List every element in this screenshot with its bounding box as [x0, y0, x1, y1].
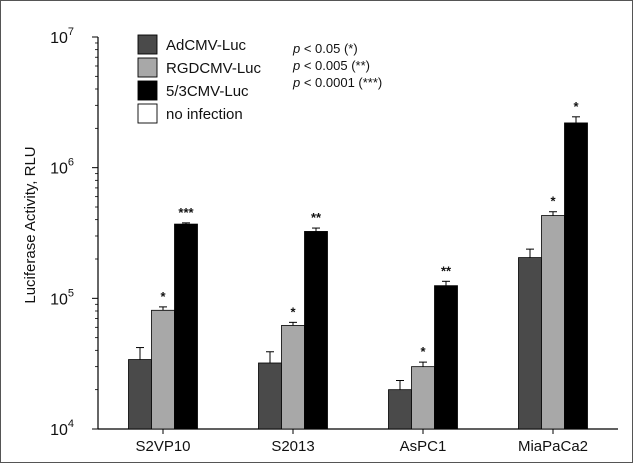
- legend-swatch: [137, 34, 158, 55]
- y-tick-label: 104: [50, 418, 74, 439]
- chart-legend: AdCMV-Luc RGDCMV-Luc 5/3CMV-Luc no infectio…: [137, 34, 262, 124]
- bar-rgdcmv-luc: [411, 366, 435, 430]
- p-threshold: < 0.0001 (***): [300, 75, 382, 90]
- significance-star: *: [550, 194, 556, 209]
- p-threshold: < 0.05 (*): [300, 41, 357, 56]
- chart-bars: ************: [128, 99, 588, 430]
- p-symbol: p: [292, 75, 300, 90]
- y-tick-exponent: 4: [68, 418, 74, 430]
- category-label: AsPC1: [400, 438, 447, 455]
- significance-legend: p < 0.05 (*)p < 0.005 (**)p < 0.0001 (**…: [292, 41, 382, 90]
- legend-label: no infection: [166, 106, 243, 123]
- y-tick-label: 105: [50, 287, 74, 308]
- y-tick-exponent: 5: [68, 287, 74, 299]
- bar-5-3cmv-luc: [434, 285, 458, 430]
- category-label: S2013: [271, 438, 314, 455]
- y-axis-label: Luciferase Activity, RLU: [22, 146, 39, 303]
- significance-star: **: [441, 263, 452, 278]
- bar-rgdcmv-luc: [541, 215, 565, 430]
- category-label: S2VP10: [135, 438, 190, 455]
- category-labels: S2VP10 S2013 AsPC1 MiaPaCa2: [135, 438, 588, 455]
- legend-label: RGDCMV-Luc: [166, 60, 262, 77]
- category-label: MiaPaCa2: [518, 438, 588, 455]
- bar-rgdcmv-luc: [281, 325, 305, 430]
- y-tick-base: 10: [50, 291, 68, 308]
- significance-note: p < 0.0001 (***): [292, 75, 382, 90]
- p-symbol: p: [292, 58, 300, 73]
- y-tick-base: 10: [50, 30, 68, 47]
- bar-rgdcmv-luc: [151, 309, 175, 430]
- legend-swatch: [137, 103, 158, 124]
- y-tick-base: 10: [50, 161, 68, 178]
- bar-adcmv-luc: [258, 362, 282, 430]
- significance-star: *: [290, 304, 296, 319]
- significance-note: p < 0.05 (*): [292, 41, 358, 56]
- significance-star: **: [311, 210, 322, 225]
- significance-star: ***: [178, 205, 194, 220]
- p-symbol: p: [292, 41, 300, 56]
- bar-5-3cmv-luc: [564, 122, 588, 430]
- significance-star: *: [573, 99, 579, 114]
- legend-swatch: [137, 80, 158, 101]
- y-tick-label: 106: [50, 157, 74, 178]
- legend-swatch: [137, 57, 158, 78]
- bar-5-3cmv-luc: [304, 231, 328, 430]
- significance-note: p < 0.005 (**): [292, 58, 370, 73]
- bar-adcmv-luc: [128, 359, 152, 430]
- p-threshold: < 0.005 (**): [300, 58, 370, 73]
- bar-adcmv-luc: [518, 257, 542, 430]
- y-tick-label: 107: [50, 26, 74, 47]
- significance-star: *: [420, 344, 426, 359]
- bar-5-3cmv-luc: [174, 223, 198, 430]
- legend-label: AdCMV-Luc: [166, 37, 247, 54]
- legend-label: 5/3CMV-Luc: [166, 83, 249, 100]
- bar-adcmv-luc: [388, 389, 412, 430]
- y-tick-exponent: 6: [68, 157, 74, 169]
- y-tick-base: 10: [50, 422, 68, 439]
- y-tick-exponent: 7: [68, 26, 74, 38]
- significance-star: *: [160, 289, 166, 304]
